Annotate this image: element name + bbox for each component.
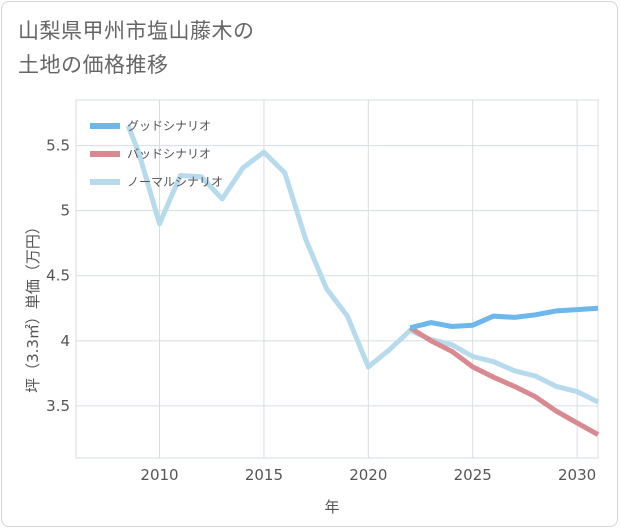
y-tick-label: 4 — [60, 332, 70, 350]
y-tick-label: 5 — [60, 202, 70, 220]
y-tick-label: 4.5 — [46, 267, 70, 285]
x-tick-label: 2015 — [245, 466, 283, 484]
legend-label: グッドシナリオ — [127, 119, 211, 133]
chart-title-line1: 山梨県甲州市塩山藤木の — [18, 19, 255, 43]
x-tick-label: 2010 — [140, 466, 178, 484]
series-lines — [125, 125, 600, 437]
plot-area — [75, 99, 599, 459]
series-line-2 — [125, 125, 600, 405]
series-line-1 — [408, 325, 600, 437]
x-tick-label: 2030 — [558, 466, 596, 484]
series-line-0 — [409, 305, 599, 331]
tick-labels: 3.5 4 4.5 5 5.5 2010 2015 2020 2025 2030 — [46, 137, 596, 484]
y-tick-label: 3.5 — [46, 397, 70, 415]
legend-label: ノーマルシナリオ — [127, 175, 223, 189]
x-tick-label: 2025 — [454, 466, 492, 484]
x-tick-label: 2020 — [349, 466, 387, 484]
y-axis-label: 坪（3.3㎡）単価（万円） — [24, 219, 42, 393]
x-axis-label: 年 — [324, 498, 339, 516]
y-tick-label: 5.5 — [46, 137, 70, 155]
chart-title-line2: 土地の価格推移 — [18, 53, 169, 77]
legend-label: バッドシナリオ — [127, 147, 211, 161]
grid-lines — [75, 99, 599, 459]
chart-title: 山梨県甲州市塩山藤木の 土地の価格推移 — [18, 14, 438, 82]
